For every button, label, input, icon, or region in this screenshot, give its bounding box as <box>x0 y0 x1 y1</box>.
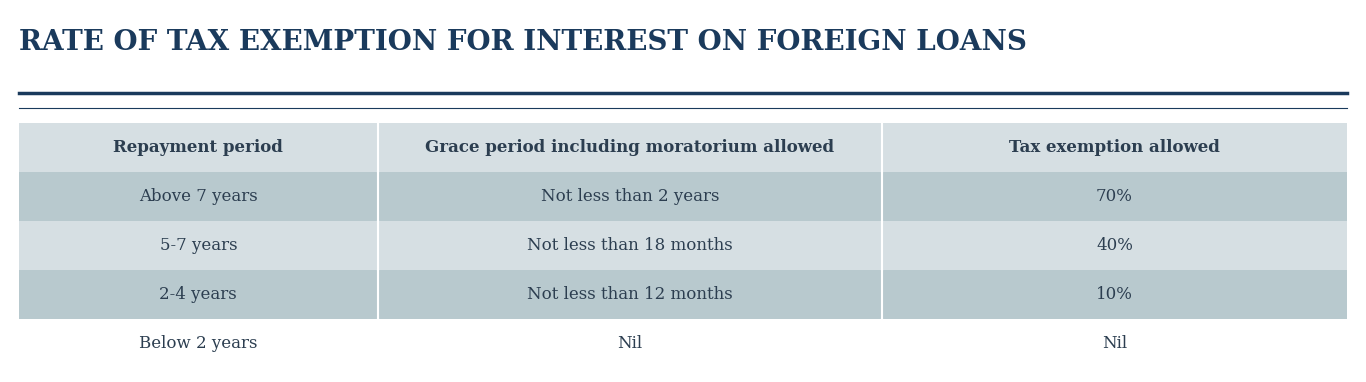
Text: Below 2 years: Below 2 years <box>139 335 258 352</box>
FancyBboxPatch shape <box>19 123 1347 172</box>
Text: Not less than 18 months: Not less than 18 months <box>527 237 732 254</box>
Text: 40%: 40% <box>1096 237 1132 254</box>
FancyBboxPatch shape <box>19 172 1347 221</box>
Text: 10%: 10% <box>1096 286 1132 303</box>
Text: 2-4 years: 2-4 years <box>160 286 238 303</box>
Text: RATE OF TAX EXEMPTION FOR INTEREST ON FOREIGN LOANS: RATE OF TAX EXEMPTION FOR INTEREST ON FO… <box>19 29 1027 56</box>
Text: Nil: Nil <box>617 335 642 352</box>
FancyBboxPatch shape <box>19 319 1347 368</box>
Text: Nil: Nil <box>1102 335 1127 352</box>
Text: Not less than 2 years: Not less than 2 years <box>541 188 719 205</box>
Text: Not less than 12 months: Not less than 12 months <box>527 286 732 303</box>
Text: Repayment period: Repayment period <box>113 139 283 156</box>
Text: Tax exemption allowed: Tax exemption allowed <box>1009 139 1220 156</box>
Text: Grace period including moratorium allowed: Grace period including moratorium allowe… <box>425 139 835 156</box>
Text: Above 7 years: Above 7 years <box>139 188 258 205</box>
Text: 5-7 years: 5-7 years <box>160 237 238 254</box>
FancyBboxPatch shape <box>19 221 1347 270</box>
FancyBboxPatch shape <box>19 270 1347 319</box>
Text: 70%: 70% <box>1096 188 1132 205</box>
